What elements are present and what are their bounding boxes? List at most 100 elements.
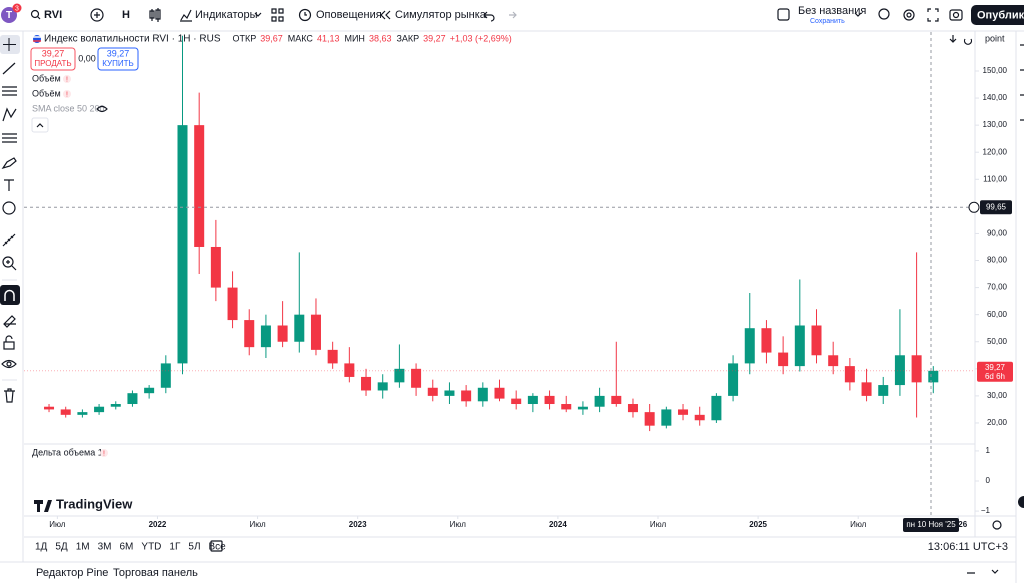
legend-item: ОТКР	[233, 33, 257, 43]
alerts-icon[interactable]	[298, 8, 312, 22]
candle-body	[794, 325, 805, 367]
goto-date[interactable]	[210, 540, 223, 552]
candle-body	[127, 393, 138, 405]
sell-label: ПРОДАТЬ	[34, 59, 71, 68]
legend-item: ЗАКР	[396, 33, 419, 43]
layouts[interactable]	[271, 8, 284, 22]
warning-mark: !	[66, 76, 68, 83]
snapshot[interactable]	[949, 9, 963, 21]
candle-body	[878, 385, 889, 396]
draw-mode[interactable]	[3, 315, 16, 328]
indicator[interactable]: Объём	[32, 88, 61, 98]
candle-body	[77, 412, 88, 415]
bottom-tab[interactable]: Редактор Pine	[36, 567, 108, 579]
fib-tool[interactable]	[2, 86, 17, 96]
reset[interactable]	[963, 38, 973, 45]
brush-tool[interactable]	[1, 157, 17, 170]
candle-body	[527, 395, 538, 405]
candle-body	[627, 404, 638, 413]
zoom-tool[interactable]	[2, 256, 14, 268]
symbol[interactable]: RVI	[44, 9, 62, 21]
indicators-icon[interactable]	[180, 9, 192, 22]
alerts-button[interactable]: Оповещения	[316, 9, 382, 21]
projection-tool[interactable]	[2, 133, 17, 143]
quick-search[interactable]	[878, 8, 890, 20]
redo[interactable]	[509, 11, 517, 19]
spread: 0,00	[78, 53, 96, 63]
timeframe[interactable]: 5Л	[188, 542, 200, 553]
hide-tool	[6, 361, 12, 367]
avatar[interactable]	[1, 7, 17, 23]
last-price-tag	[977, 361, 1013, 382]
y-tick-label: 80,00	[987, 256, 1008, 265]
logo	[47, 501, 51, 505]
candle-body	[911, 355, 922, 383]
warning	[63, 75, 71, 83]
ruler-tool[interactable]	[2, 233, 16, 247]
timeframe[interactable]: 6М	[120, 542, 134, 553]
pane-title: Дельта объема 1	[32, 447, 103, 457]
timeframe[interactable]: 1Г	[169, 542, 181, 553]
magnet-active[interactable]	[0, 285, 20, 305]
axis-settings[interactable]	[992, 520, 1002, 530]
indicator[interactable]: Объём	[32, 73, 61, 83]
legend-item: 39,27	[423, 33, 446, 43]
y-tick-label: 140,00	[983, 93, 1008, 102]
chevron[interactable]	[254, 12, 262, 17]
timeframe[interactable]: 3М	[98, 542, 112, 553]
candle-body	[678, 409, 689, 415]
collapse-button[interactable]	[31, 117, 49, 133]
delete-tool[interactable]	[4, 388, 15, 403]
panel-controls[interactable]	[967, 569, 999, 574]
timeframe[interactable]: 1Д	[35, 542, 48, 553]
interval[interactable]: Н	[122, 9, 130, 21]
timeframe[interactable]: 1М	[76, 542, 90, 553]
layout-icon[interactable]	[777, 8, 790, 21]
candle-body	[494, 387, 505, 399]
add-alert	[968, 201, 980, 213]
fullscreen[interactable]	[927, 8, 939, 22]
trend-tool[interactable]	[2, 62, 16, 75]
hide-tool[interactable]	[1, 359, 17, 369]
text-tool[interactable]	[4, 179, 14, 191]
lock-tool[interactable]	[3, 341, 15, 350]
clock[interactable]: 13:06:11 UTC+3	[928, 541, 1008, 553]
timeframe[interactable]: 5Д	[55, 542, 68, 553]
timeframe[interactable]: YTD	[141, 542, 161, 553]
crosshair-tool[interactable]	[3, 38, 16, 51]
last-price-label: 39,27	[985, 363, 1006, 372]
candle-body	[861, 382, 872, 396]
indicator[interactable]: SMA close 50 200	[32, 103, 105, 113]
publish-button[interactable]	[971, 5, 1024, 25]
candle-body	[94, 406, 105, 413]
badge	[12, 3, 22, 13]
buy-button[interactable]	[97, 47, 139, 71]
lock-tool	[5, 335, 13, 342]
visibility[interactable]	[96, 105, 108, 113]
scroll-down[interactable]	[949, 35, 957, 43]
replay-icon[interactable]	[380, 10, 391, 20]
right-widgets[interactable]	[1020, 44, 1024, 121]
candle-body	[844, 366, 855, 383]
replay-button[interactable]: Симулятор рынка	[395, 9, 487, 21]
chart-type[interactable]	[149, 8, 161, 22]
candle-body	[761, 328, 772, 353]
settings[interactable]	[903, 9, 915, 21]
chevron[interactable]	[854, 12, 862, 17]
timeframe[interactable]: Все	[209, 542, 227, 553]
search-icon[interactable]	[30, 9, 40, 19]
crosshair-date-tag	[903, 518, 959, 532]
candle-body	[544, 395, 555, 405]
indicators-button[interactable]: Индикаторы	[195, 9, 258, 21]
legend: Индекс волатильности RVI · 1Н · RUS ОТКР 3…	[44, 33, 512, 44]
legend-item: +1,03 (+2,69%)	[450, 33, 512, 43]
undo[interactable]	[483, 11, 495, 22]
alerts-icon	[304, 12, 307, 16]
emoji-tool[interactable]	[2, 201, 16, 215]
sell-button[interactable]	[30, 47, 76, 71]
layout-name[interactable]: Без названия	[798, 5, 866, 17]
right-widget[interactable]	[1018, 496, 1024, 508]
pattern-tool[interactable]	[2, 107, 17, 122]
bottom-tab[interactable]: Торговая панель	[113, 567, 198, 579]
add-symbol[interactable]	[90, 8, 104, 22]
